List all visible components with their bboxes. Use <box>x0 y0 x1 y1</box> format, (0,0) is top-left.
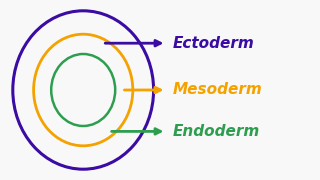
Text: Endoderm: Endoderm <box>173 124 260 139</box>
Text: Mesoderm: Mesoderm <box>173 82 262 98</box>
Text: Ectoderm: Ectoderm <box>173 36 254 51</box>
